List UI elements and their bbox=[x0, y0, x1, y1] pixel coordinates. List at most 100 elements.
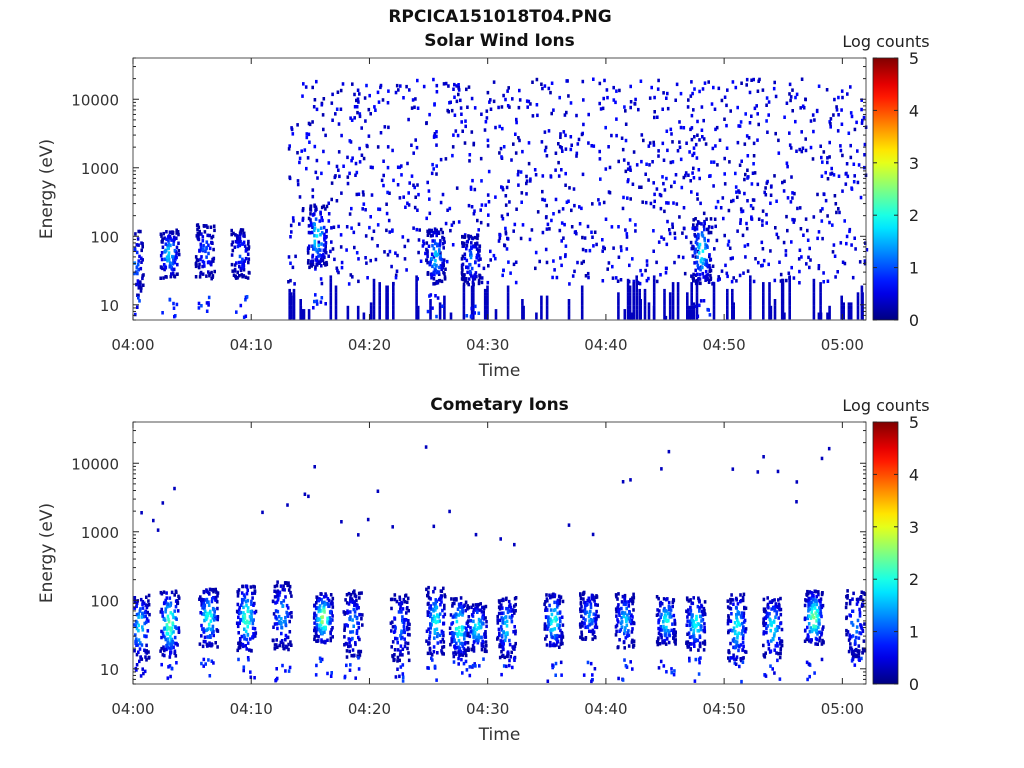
heatmap-cell bbox=[429, 234, 433, 238]
heatmap-cell bbox=[837, 207, 840, 211]
heatmap-cell bbox=[396, 640, 399, 645]
heatmap-cell bbox=[863, 142, 867, 147]
heatmap-cell bbox=[197, 306, 201, 310]
heatmap-cell bbox=[235, 261, 238, 265]
heatmap-cell bbox=[812, 302, 816, 306]
heatmap-cell bbox=[201, 259, 205, 264]
heatmap-cell bbox=[618, 88, 621, 93]
heatmap-cell bbox=[643, 305, 647, 310]
heatmap-cell bbox=[739, 614, 743, 618]
heatmap-cell bbox=[742, 633, 745, 638]
heatmap-cell bbox=[670, 628, 673, 633]
heatmap-cell bbox=[244, 621, 248, 625]
heatmap-cell bbox=[175, 251, 178, 255]
heatmap-cell bbox=[629, 660, 632, 664]
heatmap-cell bbox=[726, 299, 729, 303]
heatmap-cell bbox=[353, 92, 356, 97]
heatmap-cell bbox=[865, 248, 869, 252]
heatmap-cell bbox=[726, 621, 730, 626]
heatmap-cell bbox=[588, 612, 591, 617]
heatmap-cell bbox=[403, 257, 407, 261]
heatmap-cell bbox=[177, 594, 180, 599]
heatmap-cell bbox=[706, 264, 709, 268]
heatmap-cell bbox=[210, 588, 214, 592]
heatmap-cell bbox=[770, 639, 773, 643]
heatmap-cell bbox=[334, 302, 338, 306]
heatmap-cell bbox=[313, 628, 316, 633]
heatmap-cell bbox=[765, 181, 769, 185]
heatmap-cell bbox=[842, 312, 845, 316]
heatmap-cell bbox=[171, 231, 174, 235]
heatmap-cell bbox=[426, 666, 429, 670]
heatmap-cell bbox=[236, 240, 239, 244]
heatmap-cell bbox=[247, 260, 250, 265]
heatmap-cell bbox=[699, 259, 703, 264]
heatmap-cell bbox=[306, 246, 310, 250]
heatmap-cell bbox=[137, 259, 140, 263]
heatmap-cell bbox=[329, 285, 333, 289]
heatmap-cell bbox=[244, 298, 247, 302]
heatmap-cell bbox=[781, 288, 785, 293]
heatmap-cell bbox=[632, 292, 635, 296]
heatmap-cell bbox=[322, 127, 325, 132]
heatmap-cell bbox=[470, 605, 473, 610]
heatmap-cell bbox=[530, 228, 534, 232]
heatmap-cell bbox=[480, 280, 484, 285]
heatmap-cell bbox=[291, 265, 295, 270]
heatmap-cell bbox=[136, 279, 140, 283]
heatmap-cell bbox=[337, 168, 340, 172]
heatmap-cell bbox=[318, 608, 321, 612]
heatmap-cell bbox=[486, 295, 489, 300]
heatmap-cell bbox=[407, 627, 411, 631]
heatmap-cell bbox=[506, 236, 509, 241]
heatmap-cell bbox=[319, 248, 322, 252]
heatmap-cell bbox=[626, 285, 630, 289]
heatmap-cell bbox=[843, 261, 847, 266]
heatmap-cell bbox=[511, 608, 515, 612]
heatmap-cell bbox=[651, 160, 654, 164]
heatmap-cell bbox=[727, 656, 730, 660]
heatmap-cell bbox=[319, 300, 323, 304]
heatmap-cell bbox=[545, 643, 549, 647]
heatmap-cell bbox=[467, 606, 470, 610]
heatmap-cell bbox=[514, 609, 517, 613]
heatmap-cell bbox=[745, 77, 749, 82]
heatmap-cell bbox=[781, 302, 785, 306]
heatmap-cell bbox=[313, 204, 317, 209]
heatmap-cell bbox=[559, 256, 562, 260]
heatmap-cell bbox=[466, 633, 470, 638]
heatmap-cell bbox=[313, 226, 317, 231]
heatmap-cell bbox=[435, 231, 438, 235]
heatmap-cell bbox=[434, 608, 437, 612]
heatmap-cell bbox=[324, 241, 328, 245]
heatmap-cell bbox=[687, 608, 690, 612]
heatmap-cell bbox=[777, 138, 780, 143]
heatmap-cell bbox=[251, 591, 254, 596]
heatmap-cell bbox=[745, 83, 748, 87]
heatmap-cell bbox=[236, 276, 239, 280]
heatmap-cell bbox=[462, 651, 465, 655]
heatmap-cell bbox=[460, 657, 463, 662]
heatmap-cell bbox=[253, 627, 257, 631]
heatmap-cell bbox=[667, 619, 670, 623]
heatmap-cell bbox=[521, 223, 525, 227]
heatmap-cell bbox=[432, 277, 436, 281]
heatmap-cell bbox=[300, 309, 304, 313]
heatmap-cell bbox=[698, 600, 701, 604]
panel2-plot: 04:00 04:10 04:20 04:30 04:40 04:50 05:0010100… bbox=[37, 396, 930, 745]
heatmap-cell bbox=[462, 315, 466, 320]
heatmap-cell bbox=[713, 247, 716, 251]
heatmap-cell bbox=[349, 630, 352, 634]
heatmap-cell bbox=[499, 639, 502, 643]
heatmap-cell bbox=[756, 182, 760, 187]
heatmap-cell bbox=[659, 206, 663, 211]
heatmap-cell bbox=[706, 307, 709, 312]
heatmap-cell bbox=[292, 288, 296, 293]
heatmap-cell bbox=[175, 626, 178, 631]
heatmap-cell bbox=[272, 612, 276, 616]
heatmap-cell bbox=[773, 648, 776, 652]
heatmap-cell bbox=[316, 176, 319, 180]
heatmap-cell bbox=[695, 295, 699, 300]
heatmap-cell bbox=[776, 469, 780, 474]
heatmap-cell bbox=[355, 192, 359, 197]
